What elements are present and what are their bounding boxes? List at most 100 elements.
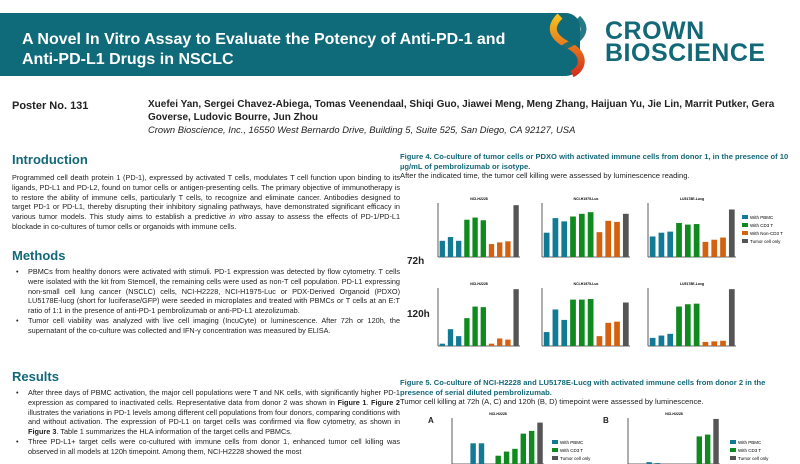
bar (622, 213, 629, 257)
results-item: After three days of PBMC activation, the… (12, 388, 400, 437)
bar (503, 451, 510, 464)
bar (439, 343, 445, 346)
legend-swatch (552, 440, 558, 444)
methods-item: PBMCs from healthy donors were activated… (12, 267, 400, 316)
bar (684, 224, 691, 257)
bar (622, 302, 629, 346)
panel-label-a: A (428, 416, 434, 425)
results-heading: Results (12, 369, 59, 384)
crown-bioscience-logo: CROWN BIOSCIENCE (605, 17, 766, 67)
bar (543, 232, 550, 257)
bar (478, 443, 485, 464)
bar (605, 220, 612, 257)
bar (720, 237, 726, 257)
bar (447, 329, 454, 346)
bar (693, 303, 700, 346)
bar (488, 244, 495, 257)
bar (480, 307, 486, 346)
bar (472, 306, 478, 346)
bar (596, 336, 603, 346)
legend-label: Tumor cell only (560, 456, 591, 461)
bar (513, 205, 519, 257)
bar (537, 422, 543, 464)
bar (505, 339, 511, 346)
methods-item: Tumor cell viability was analyzed with l… (12, 316, 400, 336)
legend-label: With CD3 T (738, 448, 761, 453)
bar (480, 220, 486, 257)
bar (587, 212, 594, 257)
bar (470, 443, 476, 464)
bar (614, 221, 620, 257)
bar (596, 232, 603, 257)
results-section: Results After three days of PBMC activat… (12, 369, 400, 457)
chart-title: NCI-H1975-Luc (574, 197, 599, 201)
bar (728, 209, 735, 257)
chart-title: LU5178E-Lucg (680, 197, 704, 201)
row-label-72h: 72h (407, 256, 425, 267)
legend-swatch (552, 456, 558, 460)
bar (704, 434, 711, 464)
bar (520, 433, 527, 464)
legend-label: Tumor cell only (750, 239, 781, 244)
bar (497, 242, 503, 257)
bar (561, 319, 568, 346)
legend-label: With Non-CD3 T (750, 231, 783, 236)
bar (570, 216, 576, 257)
bar (702, 341, 709, 346)
legend-swatch (742, 223, 748, 227)
bar (528, 430, 535, 464)
bar (696, 436, 703, 464)
chart-title: NCI-H2228 (470, 282, 488, 286)
bar (728, 289, 735, 346)
methods-section: Methods PBMCs from healthy donors were a… (12, 248, 400, 336)
legend-swatch (742, 231, 748, 235)
bar (684, 304, 691, 346)
bar (456, 336, 462, 346)
bar (676, 306, 682, 346)
bar-chart: LU5178E-Lucg (647, 197, 736, 258)
bar (702, 241, 709, 257)
bar (488, 343, 495, 346)
legend-swatch (742, 215, 748, 219)
legend-swatch (742, 239, 748, 243)
bar (646, 462, 652, 464)
bar (667, 333, 674, 346)
figure5-caption: Figure 5. Co-culture of NCI-H2228 and LU… (400, 378, 766, 407)
bar (658, 335, 665, 346)
bar-chart: NCI-H1975-Luc (541, 282, 630, 347)
legend-label: Tumor cell only (738, 456, 769, 461)
chart-title: NCI-H1975-Luc (574, 282, 599, 286)
introduction-text: Programmed cell death protein 1 (PD-1), … (12, 173, 401, 231)
legend-swatch (730, 456, 736, 460)
bar (614, 321, 620, 346)
legend-label: With PBMC (560, 440, 584, 445)
introduction-heading: Introduction (12, 152, 88, 167)
bar (570, 299, 576, 346)
chart-title: NCI-H2228 (489, 412, 507, 416)
legend-label: With PBMC (738, 440, 762, 445)
introduction-section: Introduction Programmed cell death prote… (12, 152, 400, 232)
bar (543, 332, 550, 346)
title-banner (0, 13, 580, 76)
row-label-120h: 120h (407, 309, 430, 320)
crown-logo-icon (549, 13, 587, 78)
legend-swatch (730, 448, 736, 452)
bar (676, 222, 682, 257)
results-item: Three PD-L1+ target cells were co-cultur… (12, 437, 400, 457)
bar (513, 289, 519, 346)
bar (447, 237, 454, 257)
figure4-caption: Figure 4. Co-culture of tumor cells or P… (400, 152, 789, 181)
chart-title: NCI-H2228 (665, 412, 683, 416)
bar (649, 337, 656, 346)
chart-title: NCI-H2228 (470, 197, 488, 201)
poster-number: Poster No. 131 (12, 100, 89, 112)
legend-swatch (552, 448, 558, 452)
poster-title: A Novel In Vitro Assay to Evaluate the P… (22, 31, 506, 68)
bar (472, 217, 478, 257)
bar (561, 221, 568, 257)
bar-chart: NCI-H2228 (437, 282, 520, 347)
bar (578, 213, 585, 257)
methods-heading: Methods (12, 248, 66, 263)
bar (464, 318, 470, 346)
